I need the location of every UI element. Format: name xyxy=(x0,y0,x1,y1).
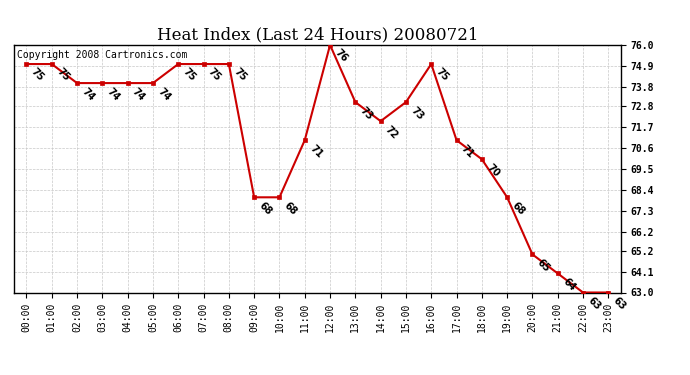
Text: 68: 68 xyxy=(282,200,299,217)
Text: 75: 75 xyxy=(206,67,223,83)
Text: 74: 74 xyxy=(130,86,147,102)
Text: 72: 72 xyxy=(384,124,400,141)
Text: 73: 73 xyxy=(408,105,425,122)
Text: 75: 75 xyxy=(434,67,451,83)
Text: 63: 63 xyxy=(611,295,628,312)
Text: 65: 65 xyxy=(535,257,552,274)
Text: 75: 75 xyxy=(55,67,71,83)
Text: Copyright 2008 Cartronics.com: Copyright 2008 Cartronics.com xyxy=(17,50,187,60)
Text: 75: 75 xyxy=(181,67,197,83)
Title: Heat Index (Last 24 Hours) 20080721: Heat Index (Last 24 Hours) 20080721 xyxy=(157,27,478,44)
Text: 63: 63 xyxy=(586,295,602,312)
Text: 74: 74 xyxy=(80,86,97,102)
Text: 74: 74 xyxy=(105,86,121,102)
Text: 64: 64 xyxy=(560,276,577,293)
Text: 70: 70 xyxy=(484,162,501,178)
Text: 73: 73 xyxy=(358,105,375,122)
Text: 68: 68 xyxy=(257,200,274,217)
Text: 68: 68 xyxy=(510,200,526,217)
Text: 71: 71 xyxy=(308,143,324,160)
Text: 75: 75 xyxy=(232,67,248,83)
Text: 75: 75 xyxy=(29,67,46,83)
Text: 76: 76 xyxy=(333,48,349,64)
Text: 74: 74 xyxy=(156,86,172,102)
Text: 71: 71 xyxy=(460,143,476,160)
